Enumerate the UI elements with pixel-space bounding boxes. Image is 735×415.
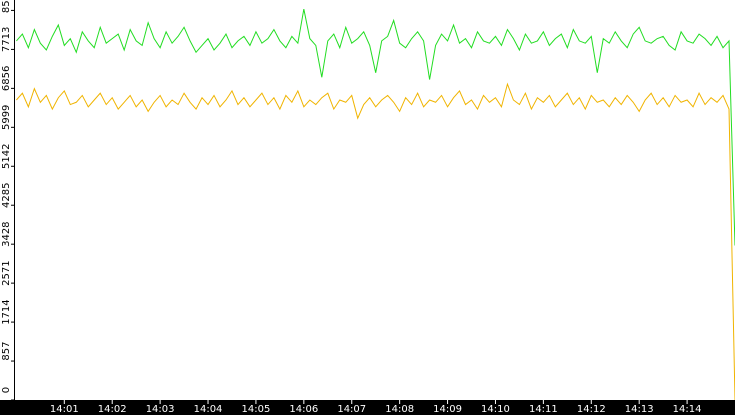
- x-tick-label: 14:02: [98, 404, 127, 415]
- x-tick-label: 14:14: [673, 404, 702, 415]
- x-tick-label: 14:06: [289, 404, 318, 415]
- x-tick-label: 14:01: [50, 404, 79, 415]
- x-tick-label: 14:03: [146, 404, 175, 415]
- x-tick-label: 14:12: [577, 404, 606, 415]
- y-tick-label: 3428: [1, 221, 12, 246]
- x-tick-label: 14:11: [529, 404, 558, 415]
- y-tick-label: 4285: [1, 183, 12, 208]
- y-tick-label: 2571: [1, 260, 12, 285]
- y-tick-label: 5999: [1, 105, 12, 130]
- y-tick-label: 6856: [1, 66, 12, 91]
- x-tick-label: 14:10: [481, 404, 510, 415]
- x-tick-label: 14:08: [385, 404, 414, 415]
- x-tick-label: 14:13: [625, 404, 654, 415]
- x-tick-label: 14:09: [433, 404, 462, 415]
- x-tick-label: 14:05: [242, 404, 271, 415]
- y-tick-label: 5142: [1, 144, 12, 169]
- series-line: [16, 82, 735, 401]
- y-tick-label: 0: [1, 387, 12, 393]
- x-axis-strip: [0, 400, 735, 415]
- series-line: [16, 8, 735, 246]
- y-tick-label: 857: [1, 341, 12, 360]
- y-tick-label: 1714: [1, 299, 12, 324]
- y-tick-label: 8571: [1, 0, 12, 13]
- x-tick-label: 14:04: [194, 404, 223, 415]
- x-tick-label: 14:07: [337, 404, 366, 415]
- y-tick-label: 7713: [1, 27, 12, 52]
